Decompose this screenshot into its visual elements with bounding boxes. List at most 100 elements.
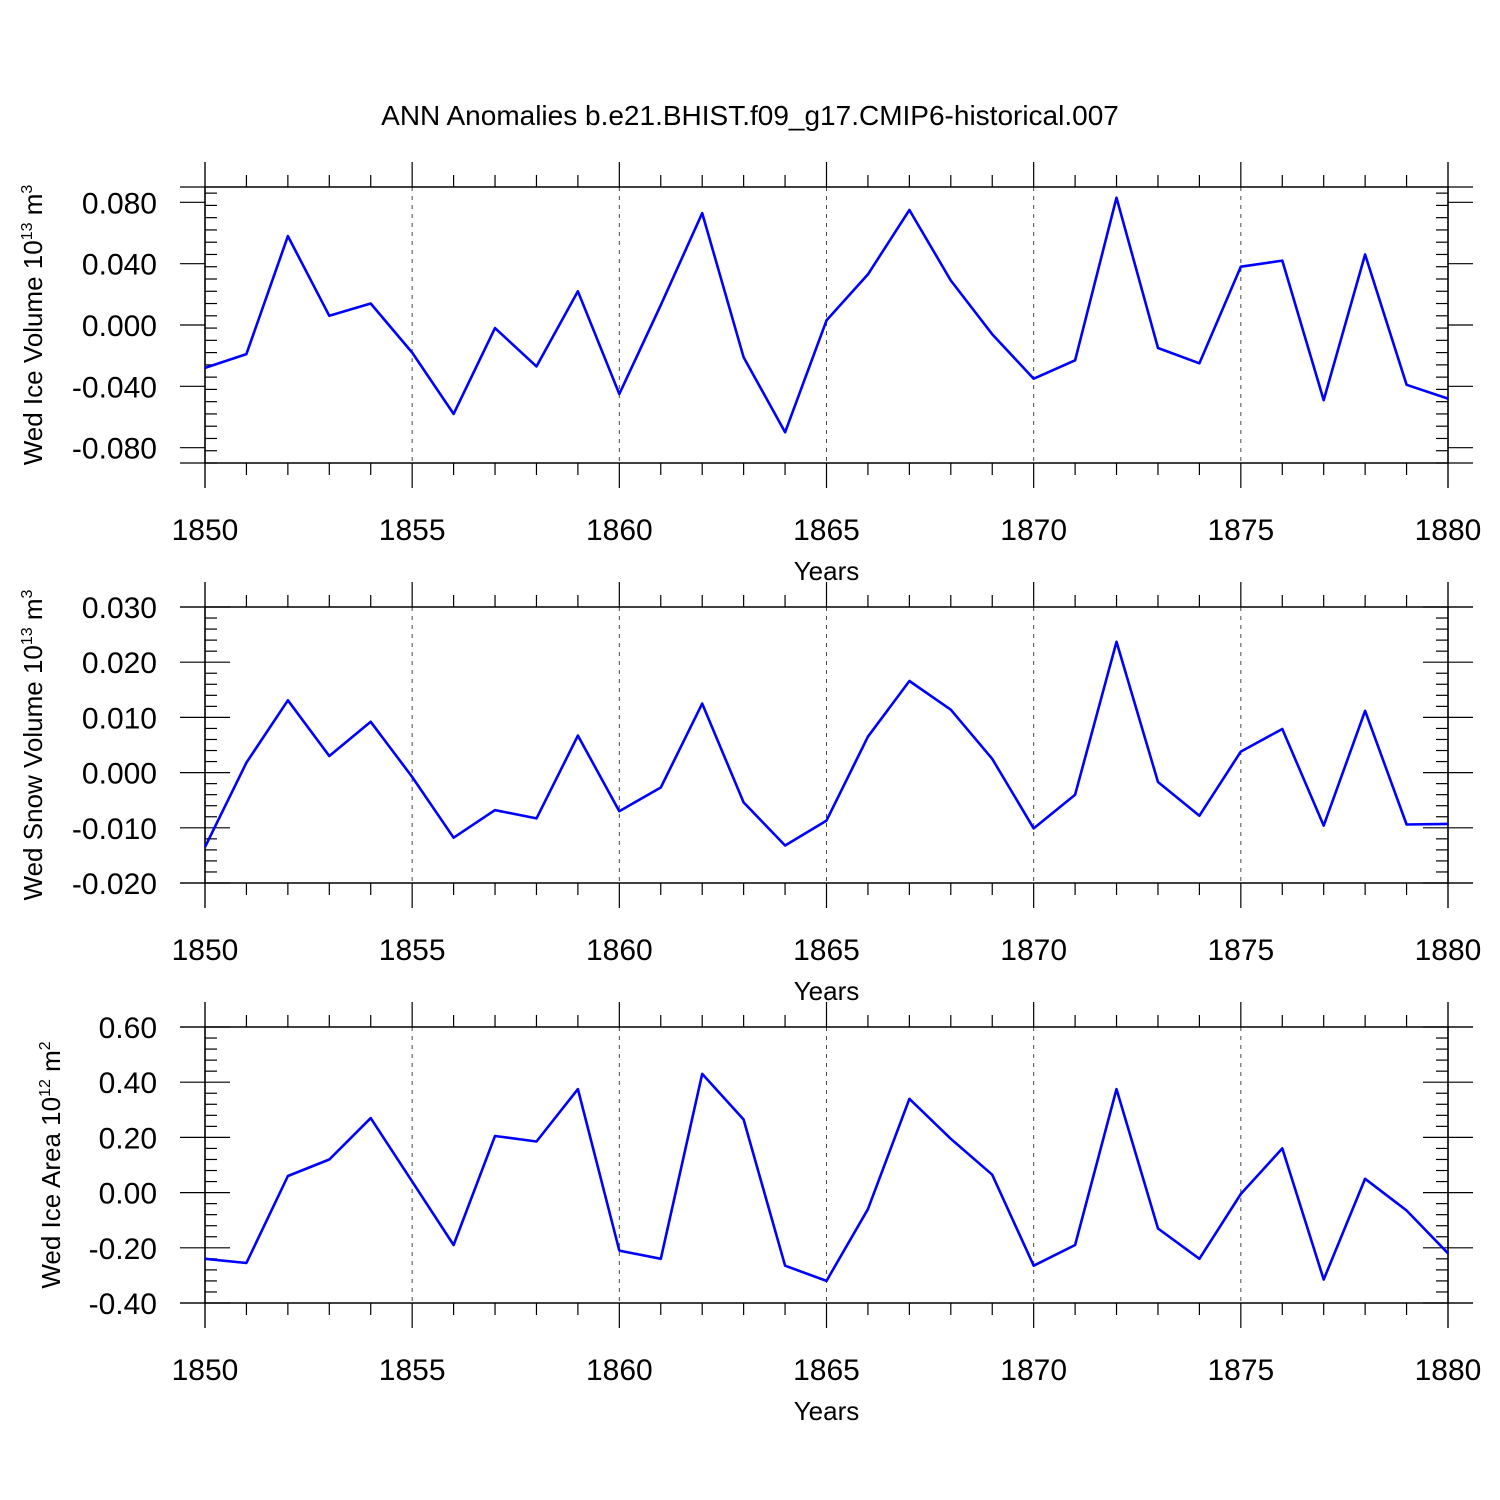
snow-volume-data-point bbox=[907, 679, 911, 683]
snow-volume-data-point bbox=[1405, 822, 1409, 826]
snow-volume-data-point bbox=[327, 754, 331, 758]
ice-area-data-point bbox=[244, 1261, 248, 1265]
ice-volume-x-tick-label: 1850 bbox=[172, 514, 239, 547]
snow-volume-data-point bbox=[700, 702, 704, 706]
ice-volume-x-tick-label: 1880 bbox=[1415, 514, 1482, 547]
snow-volume-data-point bbox=[783, 843, 787, 847]
ice-volume-y-tick-label: 0.040 bbox=[82, 249, 157, 282]
ice-volume-data-point bbox=[949, 279, 953, 283]
snow-volume-y-axis-label-ylabel-unit-exp: 3 bbox=[19, 589, 36, 598]
snow-volume-x-tick-label: 1860 bbox=[586, 934, 653, 967]
snow-volume-y-tick-label: 0.030 bbox=[82, 592, 157, 625]
ice-area-y-tick-label: 0.00 bbox=[99, 1178, 157, 1211]
ice-area-y-tick-label: -0.40 bbox=[89, 1288, 157, 1321]
ice-area-y-tick-label: 0.40 bbox=[99, 1067, 157, 1100]
snow-volume-x-tick-label: 1875 bbox=[1207, 934, 1274, 967]
snow-volume-x-tick-label: 1865 bbox=[793, 934, 860, 967]
ice-volume-series-line bbox=[204, 196, 1449, 434]
ice-area-y-tick-label: 0.20 bbox=[99, 1122, 157, 1155]
snow-volume-data-point bbox=[534, 816, 538, 820]
snow-volume-data-point bbox=[949, 708, 953, 712]
ice-volume-data-point bbox=[990, 332, 994, 336]
ice-area-x-tick-label: 1850 bbox=[172, 1354, 239, 1387]
ice-volume-data-point bbox=[1322, 398, 1326, 402]
ice-volume-data-point bbox=[410, 351, 414, 355]
ice-volume-x-tick-label: 1870 bbox=[1000, 514, 1067, 547]
ice-area-x-axis-label: Years bbox=[794, 1396, 860, 1426]
ice-volume-x-tick-label: 1865 bbox=[793, 514, 860, 547]
ice-volume-data-point bbox=[1073, 358, 1077, 362]
snow-volume-data-point bbox=[203, 845, 207, 849]
snow-volume-series-line bbox=[203, 640, 1449, 848]
ice-volume-y-tick-label: -0.080 bbox=[72, 433, 157, 466]
ice-area-data-point bbox=[452, 1243, 456, 1247]
ice-volume-x-axis-label: Years bbox=[794, 556, 860, 586]
ice-volume-data-point bbox=[369, 302, 373, 306]
ice-volume-y-tick-label: 0.000 bbox=[82, 310, 157, 343]
ice-area-data-point bbox=[1446, 1251, 1450, 1255]
ice-volume-data-point bbox=[1446, 397, 1450, 401]
snow-volume-data-point bbox=[742, 800, 746, 804]
ice-area-data-point bbox=[1280, 1146, 1284, 1150]
ice-area-y-axis-label-ylabel-unit: m bbox=[36, 1050, 66, 1079]
ice-volume-data-point bbox=[1197, 361, 1201, 365]
snow-volume-y-axis-label-ylabel: Wed Snow Volume 10 bbox=[18, 645, 48, 900]
ice-volume-data-point bbox=[576, 289, 580, 293]
ice-volume-data-point bbox=[203, 366, 207, 370]
snow-volume-data-point bbox=[1322, 824, 1326, 828]
ice-area-series-line bbox=[204, 1072, 1449, 1283]
ice-volume-y-axis-label-ylabel-unit: m bbox=[18, 194, 48, 223]
figure-title: ANN Anomalies b.e21.BHIST.f09_g17.CMIP6-… bbox=[381, 100, 1119, 131]
ice-volume-data-point bbox=[825, 318, 829, 322]
snow-volume-data-point bbox=[659, 786, 663, 790]
ice-volume-data-point bbox=[617, 392, 621, 396]
ice-volume-panel: 1850 1855 1860 1865 1870 1875 1880 Years -0.080 -… bbox=[18, 162, 1481, 586]
snow-volume-y-axis-label-ylabel-exp: 13 bbox=[19, 627, 36, 645]
ice-area-data-point bbox=[327, 1157, 331, 1161]
ice-area-data-point bbox=[1239, 1192, 1243, 1196]
ice-area-x-tick-label: 1870 bbox=[1000, 1354, 1067, 1387]
ice-volume-data-point bbox=[783, 430, 787, 434]
ice-area-x-tick-label: 1880 bbox=[1415, 1354, 1482, 1387]
snow-volume-y-tick-label: 0.020 bbox=[82, 647, 157, 680]
ice-volume-y-tick-label: -0.040 bbox=[72, 371, 157, 404]
ice-area-data-point bbox=[1073, 1243, 1077, 1247]
snow-volume-data-point bbox=[1073, 793, 1077, 797]
ice-area-data-point bbox=[742, 1117, 746, 1121]
snow-volume-data-point bbox=[493, 808, 497, 812]
ice-area-data-point bbox=[1032, 1264, 1036, 1268]
ice-area-data-point bbox=[286, 1174, 290, 1178]
ice-area-data-point bbox=[1197, 1257, 1201, 1261]
ice-area-data-point bbox=[990, 1173, 994, 1177]
snow-volume-data-point bbox=[1239, 750, 1243, 754]
ice-area-data-point bbox=[410, 1180, 414, 1184]
ice-volume-y-tick-label: 0.080 bbox=[82, 187, 157, 220]
snow-volume-x-tick-label: 1880 bbox=[1415, 934, 1482, 967]
snow-volume-y-tick-label: 0.000 bbox=[82, 758, 157, 791]
snow-volume-y-axis-label: Wed Snow Volume 1013 m3 bbox=[18, 589, 48, 900]
ice-volume-data-point bbox=[742, 355, 746, 359]
snow-volume-panel: 1850 1855 1860 1865 1870 1875 1880 Years -0.020 -… bbox=[18, 582, 1481, 1006]
ice-volume-data-point bbox=[1156, 346, 1160, 350]
snow-volume-x-axis-label: Years bbox=[794, 976, 860, 1006]
ice-area-data-point bbox=[783, 1264, 787, 1268]
ice-volume-y-axis-label-ylabel-exp: 13 bbox=[19, 222, 36, 240]
ice-area-data-point bbox=[700, 1072, 704, 1076]
snow-volume-data-point bbox=[825, 819, 829, 823]
ice-area-y-tick-label: 0.60 bbox=[99, 1012, 157, 1045]
ice-volume-data-point bbox=[1363, 252, 1367, 256]
snow-volume-data-point bbox=[452, 836, 456, 840]
ice-area-data-point bbox=[1405, 1209, 1409, 1213]
ice-area-x-tick-label: 1855 bbox=[379, 1354, 446, 1387]
ice-area-y-tick-label: -0.20 bbox=[89, 1233, 157, 1266]
snow-volume-data-point bbox=[1197, 814, 1201, 818]
snow-volume-data-point bbox=[576, 734, 580, 738]
snow-volume-y-tick-label: -0.020 bbox=[72, 868, 157, 901]
snow-volume-data-point bbox=[244, 761, 248, 765]
snow-volume-data-point bbox=[990, 757, 994, 761]
ice-area-data-point bbox=[949, 1137, 953, 1141]
ice-area-x-tick-label: 1865 bbox=[793, 1354, 860, 1387]
ice-area-x-tick-label: 1860 bbox=[586, 1354, 653, 1387]
snow-volume-data-point bbox=[1280, 727, 1284, 731]
